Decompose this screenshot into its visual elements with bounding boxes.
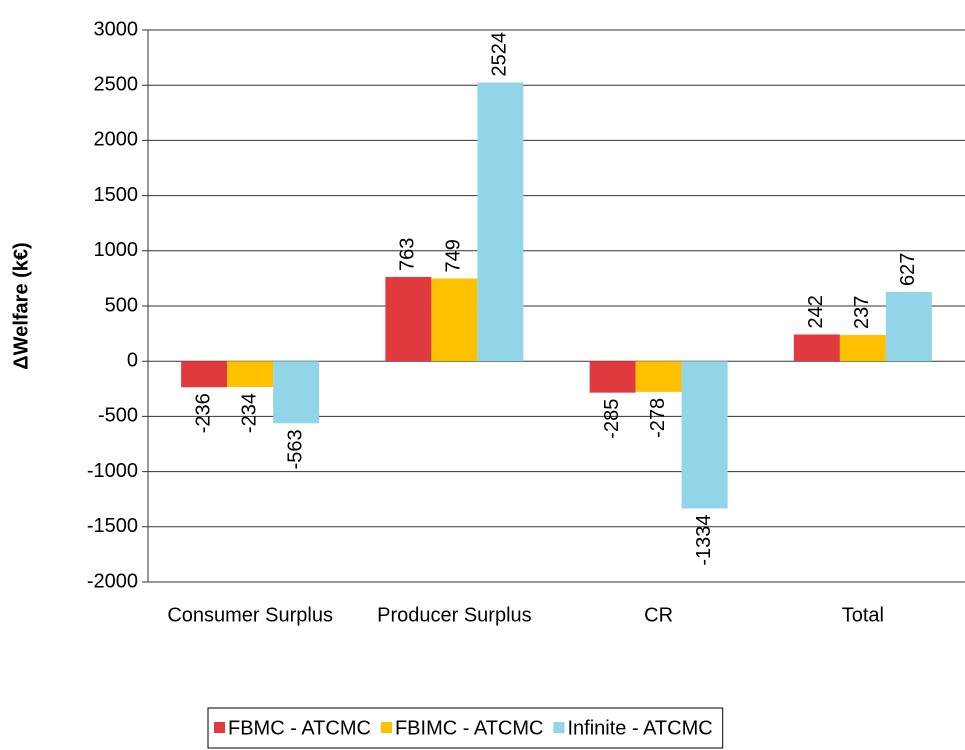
bar [681,361,728,509]
legend: FBMC - ATCMC FBIMC - ATCMC Infinite - ATCM… [207,707,724,749]
data-label: -1334 [693,514,715,565]
data-label: 242 [805,295,827,328]
legend-swatch [553,722,565,733]
data-label: -285 [601,399,623,439]
y-tick-label: -1000 [87,460,138,482]
y-tick-label: -2000 [87,570,138,592]
y-tick-label: 0 [127,349,138,371]
x-tick-label: Total [842,604,884,626]
data-label: 763 [397,238,419,271]
bar [589,361,636,393]
bar [885,291,932,362]
legend-swatch [214,722,225,733]
x-tick-label: Consumer Surplus [167,604,333,626]
y-tick-label: 500 [105,294,138,316]
y-tick-label: 2500 [94,73,139,95]
data-label: 627 [897,253,919,286]
legend-label: FBMC - ATCMC [228,717,371,739]
x-tick-label: CR [644,604,673,626]
legend-label: Infinite - ATCMC [567,717,712,739]
data-label: -278 [647,398,669,438]
legend-box [207,707,724,749]
bar [635,361,682,392]
y-tick-label: -500 [98,405,138,427]
y-tick-label: 2000 [94,129,139,151]
bar [431,278,478,362]
bar [839,335,886,362]
legend-label: FBIMC - ATCMC [395,717,544,739]
x-tick-label: Producer Surplus [377,604,532,626]
legend-swatch [380,722,392,733]
data-label: 2524 [489,32,511,77]
bar [273,361,320,424]
data-label: 749 [443,239,465,272]
y-tick-label: 1000 [94,239,139,261]
bar [477,82,524,362]
bar [385,276,432,362]
data-label: -234 [238,393,260,433]
y-tick-label: -1500 [87,515,138,537]
bar [793,334,840,362]
data-label: -236 [192,393,214,433]
y-tick-label: 1500 [94,184,139,206]
y-axis-title: ΔWelfare (k€) [10,242,32,369]
data-label: -563 [284,429,306,469]
y-tick-label: 3000 [94,18,139,40]
bar [227,361,274,388]
data-label: 237 [851,296,873,329]
bar [181,361,228,388]
